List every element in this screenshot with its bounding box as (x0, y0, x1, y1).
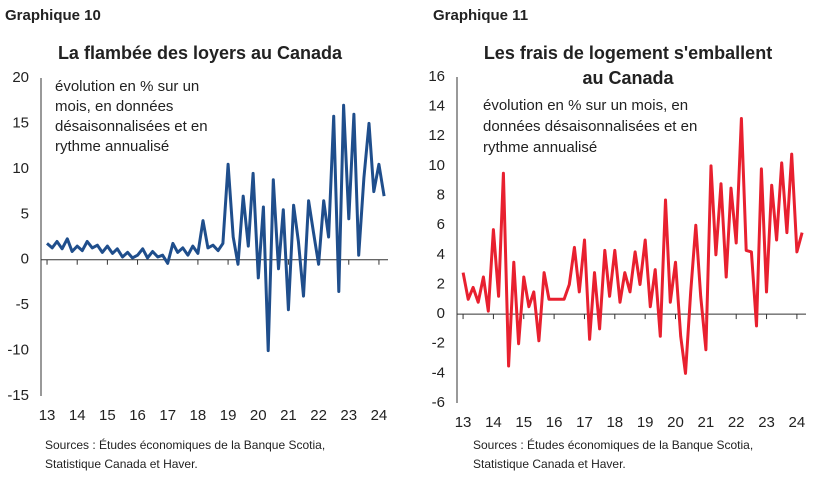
sources: Sources : Études économiques de la Banqu… (473, 437, 753, 452)
chart-label: Graphique 11 (433, 7, 528, 24)
chart-label: Graphique 10 (5, 7, 101, 24)
y-tick-label: -6 (432, 394, 445, 411)
y-tick-label: 16 (428, 68, 445, 85)
x-tick-label: 23 (758, 414, 775, 431)
x-tick-label: 15 (515, 414, 532, 431)
y-tick-label: 10 (12, 160, 29, 177)
x-tick-label: 13 (455, 414, 472, 431)
y-tick-label: 20 (12, 69, 29, 86)
x-tick-label: 16 (129, 407, 146, 424)
x-tick-label: 14 (69, 407, 86, 424)
x-tick-label: 22 (728, 414, 745, 431)
x-tick-label: 20 (667, 414, 684, 431)
chart-title: La flambée des loyers au Canada (58, 43, 343, 63)
x-tick-label: 24 (789, 414, 806, 431)
line-series (46, 103, 386, 353)
y-tick-label: -4 (432, 364, 445, 381)
annotation: données désaisonnalisées et en (483, 118, 697, 135)
sources: Statistique Canada et Haver. (473, 457, 626, 471)
x-tick-label: 18 (606, 414, 623, 431)
annotation: évolution en % sur un mois, en (483, 97, 688, 114)
sources: Statistique Canada et Haver. (45, 457, 198, 471)
chart-title: Les frais de logement s'emballent (484, 43, 772, 63)
y-tick-label: 0 (437, 305, 445, 322)
x-tick-label: 16 (546, 414, 563, 431)
x-tick-label: 17 (159, 407, 176, 424)
x-tick-label: 23 (340, 407, 357, 424)
annotation: rythme annualisé (55, 138, 169, 155)
y-tick-label: -2 (432, 335, 445, 352)
annotation: désaisonnalisées et en (55, 118, 208, 135)
x-tick-label: 21 (698, 414, 715, 431)
x-tick-label: 13 (39, 407, 56, 424)
x-tick-label: 19 (220, 407, 237, 424)
x-tick-label: 22 (310, 407, 327, 424)
x-tick-label: 19 (637, 414, 654, 431)
x-tick-label: 17 (576, 414, 593, 431)
x-tick-label: 21 (280, 407, 297, 424)
x-tick-label: 14 (485, 414, 502, 431)
y-tick-label: 10 (428, 157, 445, 174)
y-tick-label: 0 (21, 251, 29, 268)
y-tick-label: 14 (428, 98, 445, 115)
sources: Sources : Études économiques de la Banqu… (45, 437, 325, 452)
line-series (461, 117, 804, 375)
y-tick-label: 5 (21, 205, 29, 222)
y-tick-label: 15 (12, 114, 29, 131)
y-tick-label: -15 (7, 387, 29, 404)
annotation: mois, en données (55, 98, 173, 115)
y-tick-label: 4 (437, 246, 445, 263)
x-tick-label: 18 (190, 407, 207, 424)
y-tick-label: 8 (437, 187, 445, 204)
annotation: évolution en % sur un (55, 78, 199, 95)
y-tick-label: 2 (437, 275, 445, 292)
annotation: rythme annualisé (483, 139, 597, 156)
x-tick-label: 20 (250, 407, 267, 424)
y-tick-label: 12 (428, 127, 445, 144)
x-tick-label: 15 (99, 407, 116, 424)
y-tick-label: -5 (16, 296, 29, 313)
chart-title: au Canada (582, 68, 674, 88)
x-tick-label: 24 (371, 407, 388, 424)
y-tick-label: -10 (7, 342, 29, 359)
y-tick-label: 6 (437, 216, 445, 233)
